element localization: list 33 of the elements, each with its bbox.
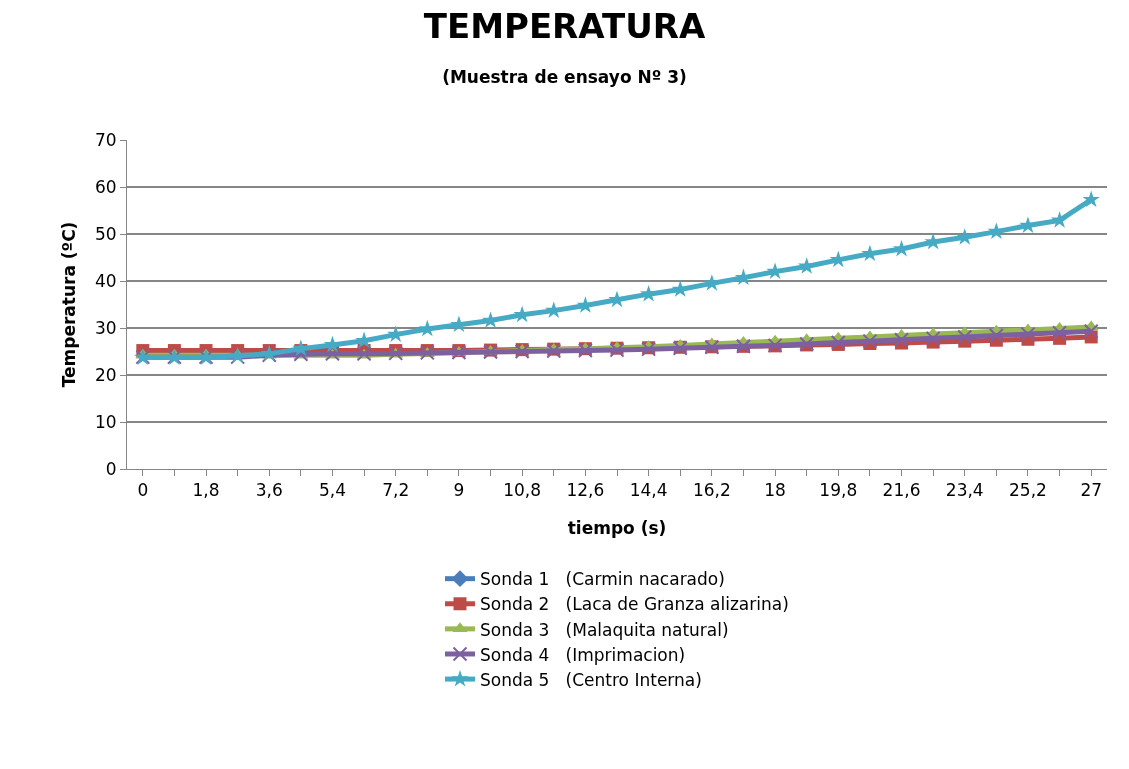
chart-title: TEMPERATURA — [423, 6, 706, 47]
x-tick-label: 9 — [453, 480, 465, 501]
x-tick-label: 27 — [1080, 480, 1103, 501]
x-tick-label: 1,8 — [192, 480, 220, 501]
x-tick-label: 23,4 — [945, 480, 984, 501]
y-tick-label: 10 — [94, 411, 117, 432]
x-tick-label: 7,2 — [382, 480, 410, 501]
y-tick-label: 0 — [105, 458, 117, 479]
x-tick-label: 21,6 — [882, 480, 921, 501]
legend-label: Sonda 3 (Malaquita natural) — [480, 619, 729, 640]
x-tick-label: 16,2 — [692, 480, 731, 501]
x-tick-label: 18 — [764, 480, 786, 501]
x-tick-label: 14,4 — [629, 480, 668, 501]
chart-subtitle: (Muestra de ensayo Nº 3) — [442, 66, 687, 87]
legend-label: Sonda 2 (Laca de Granza alizarina) — [480, 594, 789, 615]
legend-label: Sonda 4 (Imprimacion) — [480, 644, 686, 665]
x-tick-label: 0 — [137, 480, 149, 501]
y-axis-title: Temperatura (ºC) — [58, 221, 79, 388]
y-tick-label: 70 — [94, 129, 117, 150]
x-tick-label: 10,8 — [503, 480, 542, 501]
legend-label: Sonda 1 (Carmin nacarado) — [480, 569, 725, 590]
y-tick-label: 40 — [94, 270, 117, 291]
y-tick-label: 20 — [94, 364, 117, 385]
x-tick-label: 5,4 — [318, 480, 346, 501]
x-tick-label: 12,6 — [566, 480, 605, 501]
x-axis-title: tiempo (s) — [567, 517, 667, 538]
y-tick-label: 60 — [94, 176, 117, 197]
legend-label: Sonda 5 (Centro Interna) — [480, 669, 702, 690]
x-tick-label: 19,8 — [819, 480, 858, 501]
x-tick-label: 25,2 — [1009, 480, 1047, 501]
x-tick-label: 3,6 — [255, 480, 283, 501]
y-tick-label: 30 — [94, 317, 117, 338]
y-tick-label: 50 — [94, 223, 117, 244]
